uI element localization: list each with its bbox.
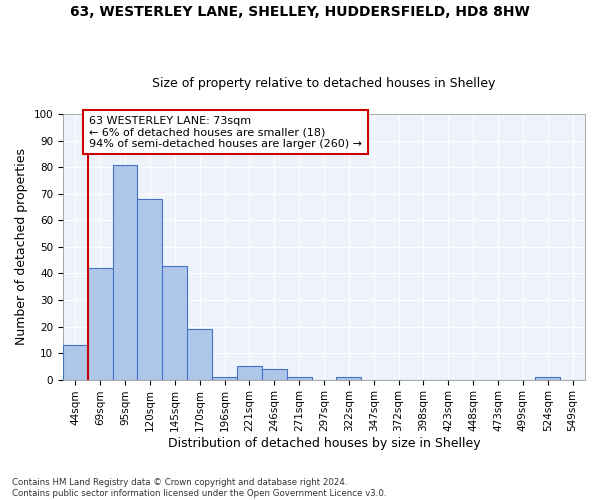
Bar	[187, 329, 212, 380]
Y-axis label: Number of detached properties: Number of detached properties	[15, 148, 28, 346]
X-axis label: Distribution of detached houses by size in Shelley: Distribution of detached houses by size …	[167, 437, 480, 450]
Bar	[237, 366, 262, 380]
Text: Contains HM Land Registry data © Crown copyright and database right 2024.
Contai: Contains HM Land Registry data © Crown c…	[12, 478, 386, 498]
Bar	[212, 377, 237, 380]
Text: 63 WESTERLEY LANE: 73sqm
← 6% of detached houses are smaller (18)
94% of semi-de: 63 WESTERLEY LANE: 73sqm ← 6% of detache…	[89, 116, 362, 149]
Bar	[163, 266, 187, 380]
Bar	[113, 164, 137, 380]
Bar	[137, 199, 163, 380]
Bar	[287, 377, 311, 380]
Bar	[63, 345, 88, 380]
Bar	[535, 377, 560, 380]
Title: Size of property relative to detached houses in Shelley: Size of property relative to detached ho…	[152, 76, 496, 90]
Text: 63, WESTERLEY LANE, SHELLEY, HUDDERSFIELD, HD8 8HW: 63, WESTERLEY LANE, SHELLEY, HUDDERSFIEL…	[70, 5, 530, 19]
Bar	[262, 369, 287, 380]
Bar	[88, 268, 113, 380]
Bar	[337, 377, 361, 380]
